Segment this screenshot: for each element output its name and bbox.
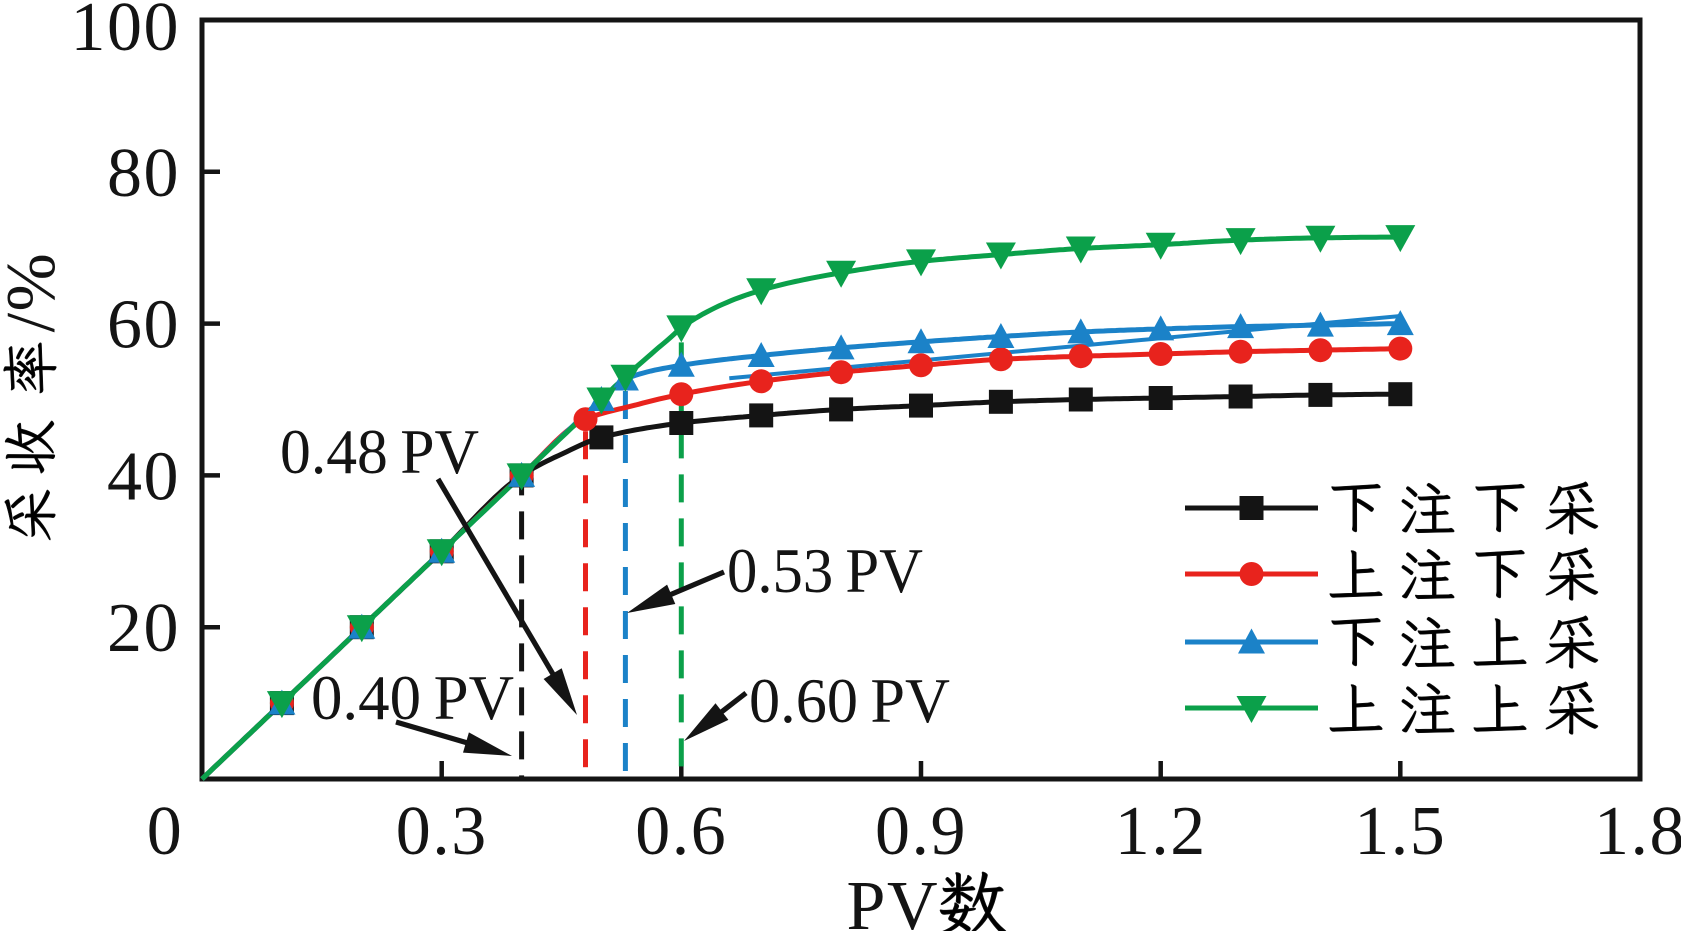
svg-text:60: 60: [107, 287, 180, 364]
svg-text:20: 20: [107, 590, 180, 667]
svg-text:80: 80: [107, 135, 180, 212]
svg-text:/%: /%: [0, 252, 70, 333]
svg-text:0.53 PV: 0.53 PV: [727, 536, 923, 606]
svg-text:0: 0: [147, 793, 184, 870]
svg-text:1.8: 1.8: [1594, 793, 1681, 870]
svg-text:0.40 PV: 0.40 PV: [311, 663, 514, 733]
svg-text:0.9: 0.9: [875, 793, 967, 870]
svg-text:1.5: 1.5: [1354, 793, 1446, 870]
svg-text:0.48 PV: 0.48 PV: [280, 417, 479, 487]
svg-text:100: 100: [71, 0, 181, 66]
svg-text:40: 40: [107, 438, 180, 515]
svg-text:1.2: 1.2: [1115, 793, 1207, 870]
svg-text:0.3: 0.3: [396, 793, 488, 870]
svg-text:0.60 PV: 0.60 PV: [749, 666, 950, 736]
svg-text:PV: PV: [847, 868, 939, 931]
svg-text:0.6: 0.6: [635, 793, 727, 870]
